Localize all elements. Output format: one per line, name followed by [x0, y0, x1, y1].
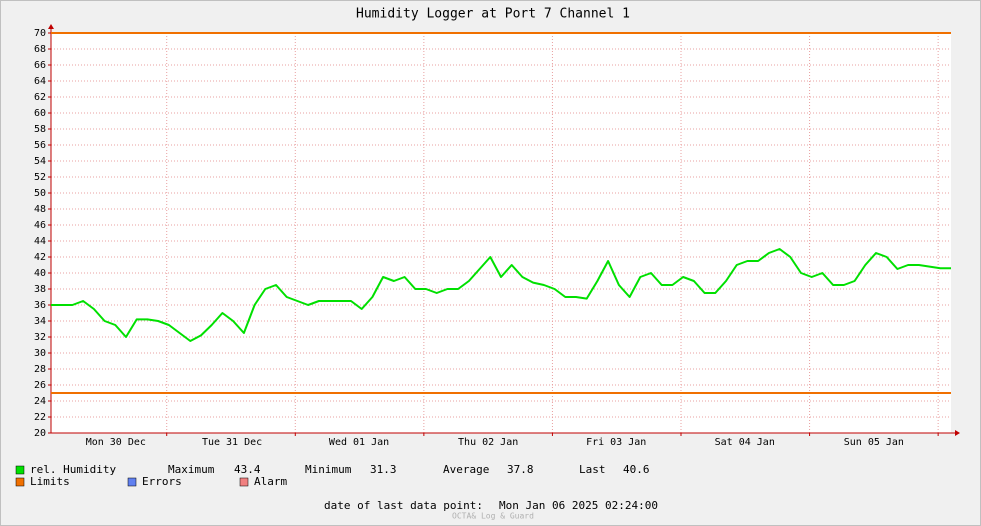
data-line: [51, 248, 951, 342]
axis-arrow: [48, 24, 54, 29]
legend-swatch: [15, 465, 25, 475]
y-tick-label: 24: [34, 396, 46, 407]
y-tick-label: 34: [34, 316, 46, 327]
y-tick-label: 28: [34, 364, 46, 375]
y-tick-label: 40: [34, 268, 46, 279]
stat-value: 40.6: [623, 463, 650, 476]
y-tick-label: 42: [34, 252, 46, 263]
legend-swatch: [127, 477, 137, 487]
y-tick-label: 26: [34, 380, 46, 391]
legend-label: Limits: [30, 475, 70, 488]
x-tick-label: Fri 03 Jan: [586, 437, 646, 448]
legend-label: rel. Humidity: [30, 463, 116, 476]
x-tick-label: Tue 31 Dec: [202, 437, 262, 448]
stat-label: Last: [579, 463, 606, 476]
stat-label: Average: [443, 463, 489, 476]
chart-title: Humidity Logger at Port 7 Channel 1: [356, 7, 630, 22]
y-tick-label: 48: [34, 204, 46, 215]
y-tick-label: 20: [34, 428, 46, 439]
y-tick-label: 22: [34, 412, 46, 423]
y-tick-label: 44: [34, 236, 46, 247]
y-tick-label: 52: [34, 172, 46, 183]
x-tick-label: Sun 05 Jan: [844, 437, 904, 448]
y-tick-label: 62: [34, 92, 46, 103]
y-tick-label: 32: [34, 332, 46, 343]
legend-label: Errors: [142, 475, 182, 488]
stat-label: Maximum: [168, 463, 215, 476]
y-tick-label: 50: [34, 188, 46, 199]
x-tick-label: Sat 04 Jan: [715, 437, 775, 448]
stat-label: Minimum: [305, 463, 352, 476]
x-tick-label: Wed 01 Jan: [329, 437, 389, 448]
y-tick-label: 70: [34, 28, 46, 39]
x-tick-label: Thu 02 Jan: [458, 437, 518, 448]
y-tick-label: 36: [34, 300, 46, 311]
y-tick-label: 54: [34, 156, 46, 167]
legend-swatch: [239, 477, 249, 487]
y-tick-label: 38: [34, 284, 46, 295]
stat-value: 37.8: [507, 463, 534, 476]
y-tick-label: 46: [34, 220, 46, 231]
y-tick-label: 64: [34, 76, 46, 87]
y-tick-label: 30: [34, 348, 46, 359]
footer-date: Mon Jan 06 2025 02:24:00: [499, 499, 658, 512]
legend-swatch: [15, 477, 25, 487]
y-tick-label: 68: [34, 44, 46, 55]
stat-value: 31.3: [370, 463, 397, 476]
stat-value: 43.4: [234, 463, 261, 476]
y-tick-label: 56: [34, 140, 46, 151]
y-tick-label: 66: [34, 60, 46, 71]
x-tick-label: Mon 30 Dec: [86, 437, 146, 448]
plot-area: [51, 33, 951, 433]
footer-label: date of last data point:: [324, 499, 483, 512]
y-tick-label: 58: [34, 124, 46, 135]
y-tick-label: 60: [34, 108, 46, 119]
legend-label: Alarm: [254, 475, 287, 488]
axis-arrow: [955, 430, 960, 436]
watermark: OCTA& Log & Guard: [452, 512, 534, 521]
